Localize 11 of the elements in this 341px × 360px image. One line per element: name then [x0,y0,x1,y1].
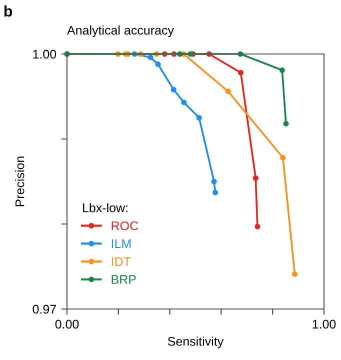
x-axis-title: Sensitivity [168,336,224,348]
y-tick-label: 0.97 [32,304,56,314]
text: b [4,5,12,17]
legend-label: ROC [112,221,138,230]
legend-title: Lbx-low: [83,203,128,212]
y-axis-title: Precision [15,156,24,206]
legend-label: IDT [112,257,131,266]
legend-label: BRP [112,275,136,284]
chart-title: Analytical accuracy [67,25,174,38]
x-tick-label: 0.00 [55,320,79,329]
legend-label: ILM [112,239,131,248]
